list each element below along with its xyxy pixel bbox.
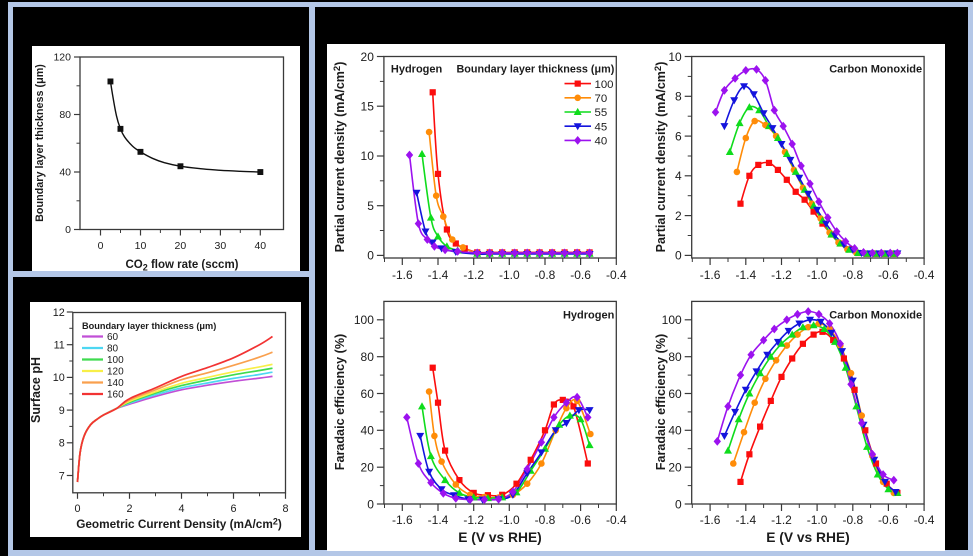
svg-text:60: 60 (668, 387, 682, 401)
svg-text:100: 100 (107, 355, 124, 366)
svg-text:-1.4: -1.4 (428, 268, 449, 282)
svg-text:160: 160 (107, 389, 124, 400)
svg-text:55: 55 (595, 107, 608, 119)
svg-text:-1.2: -1.2 (463, 268, 484, 282)
svg-text:20: 20 (361, 461, 375, 475)
svg-text:-0.6: -0.6 (570, 268, 591, 282)
svg-text:8: 8 (59, 438, 65, 450)
svg-text:0: 0 (74, 503, 80, 515)
svg-text:Partial current density (mA/cm: Partial current density (mA/cm2) (653, 62, 668, 253)
svg-text:-1.0: -1.0 (807, 268, 828, 282)
svg-text:10: 10 (135, 240, 147, 252)
svg-text:Hydrogen: Hydrogen (391, 64, 443, 76)
svg-text:Partial current density (mA/cm: Partial current density (mA/cm2) (332, 62, 347, 253)
svg-text:2: 2 (126, 503, 132, 515)
svg-text:100: 100 (595, 79, 614, 91)
svg-text:Faradaic efficiency (%): Faradaic efficiency (%) (654, 334, 668, 470)
svg-text:-1.2: -1.2 (771, 268, 792, 282)
svg-text:Faradaic efficiency (%): Faradaic efficiency (%) (333, 334, 347, 470)
svg-text:-1.0: -1.0 (499, 268, 520, 282)
svg-text:-0.6: -0.6 (878, 268, 899, 282)
svg-text:0: 0 (675, 497, 682, 511)
svg-text:-1.2: -1.2 (463, 513, 484, 527)
svg-text:8: 8 (675, 90, 682, 104)
svg-text:10: 10 (361, 149, 375, 163)
svg-text:Boundary layer thickness (μm): Boundary layer thickness (μm) (456, 64, 614, 76)
svg-text:5: 5 (367, 199, 374, 213)
svg-text:45: 45 (595, 121, 608, 133)
svg-text:Boundary layer thickness (μm): Boundary layer thickness (μm) (82, 321, 216, 331)
svg-text:-1.6: -1.6 (700, 268, 721, 282)
svg-text:8: 8 (282, 503, 288, 515)
svg-text:11: 11 (54, 340, 65, 352)
svg-text:7: 7 (59, 470, 65, 482)
svg-text:0: 0 (367, 249, 374, 263)
svg-text:Surface pH: Surface pH (30, 357, 43, 423)
svg-text:-0.4: -0.4 (606, 268, 627, 282)
svg-text:-1.0: -1.0 (499, 513, 520, 527)
svg-text:0: 0 (367, 497, 374, 511)
svg-text:-0.8: -0.8 (535, 513, 556, 527)
svg-text:-1.4: -1.4 (428, 513, 449, 527)
svg-text:80: 80 (361, 350, 375, 364)
svg-text:60: 60 (361, 387, 375, 401)
svg-text:40: 40 (668, 424, 682, 438)
svg-text:CO2 flow rate (sccm): CO2 flow rate (sccm) (125, 259, 238, 271)
svg-text:80: 80 (59, 109, 71, 121)
svg-text:30: 30 (215, 240, 227, 252)
svg-text:-1.0: -1.0 (807, 513, 828, 527)
svg-text:Carbon Monoxide: Carbon Monoxide (829, 309, 922, 321)
svg-text:-1.4: -1.4 (735, 513, 756, 527)
svg-text:-1.2: -1.2 (771, 513, 792, 527)
svg-text:Carbon Monoxide: Carbon Monoxide (829, 64, 922, 76)
svg-text:10: 10 (53, 372, 65, 384)
svg-text:-1.6: -1.6 (392, 268, 413, 282)
svg-text:4: 4 (178, 503, 184, 515)
svg-text:4: 4 (675, 169, 682, 183)
svg-text:0: 0 (65, 224, 71, 236)
svg-text:-0.8: -0.8 (842, 513, 863, 527)
svg-text:20: 20 (361, 50, 375, 64)
svg-text:6: 6 (675, 129, 682, 143)
svg-text:40: 40 (361, 424, 375, 438)
svg-text:6: 6 (230, 503, 236, 515)
svg-text:40: 40 (254, 240, 266, 252)
svg-text:40: 40 (59, 167, 71, 179)
svg-text:-1.6: -1.6 (700, 513, 721, 527)
svg-text:-0.4: -0.4 (606, 513, 627, 527)
svg-text:-0.8: -0.8 (535, 268, 556, 282)
svg-text:20: 20 (175, 240, 187, 252)
svg-text:15: 15 (361, 100, 375, 114)
svg-text:70: 70 (595, 93, 608, 105)
svg-text:9: 9 (59, 405, 65, 417)
svg-text:12: 12 (53, 307, 65, 319)
svg-text:0: 0 (675, 249, 682, 263)
svg-text:80: 80 (668, 350, 682, 364)
svg-text:100: 100 (662, 313, 682, 327)
svg-text:2: 2 (675, 209, 682, 223)
svg-text:40: 40 (595, 136, 608, 148)
svg-text:140: 140 (107, 378, 124, 389)
svg-text:-0.4: -0.4 (914, 513, 935, 527)
svg-text:60: 60 (107, 332, 119, 343)
svg-text:-0.6: -0.6 (570, 513, 591, 527)
svg-text:Hydrogen: Hydrogen (563, 309, 615, 321)
svg-text:-0.8: -0.8 (842, 268, 863, 282)
svg-text:-0.4: -0.4 (914, 268, 935, 282)
svg-text:Boundary layer thickness (μm): Boundary layer thickness (μm) (34, 64, 46, 222)
svg-text:-1.6: -1.6 (392, 513, 413, 527)
svg-text:E (V vs RHE): E (V vs RHE) (766, 530, 850, 545)
svg-text:0: 0 (98, 240, 104, 252)
svg-text:120: 120 (53, 52, 71, 64)
svg-text:120: 120 (107, 366, 124, 377)
svg-text:20: 20 (668, 461, 682, 475)
svg-text:10: 10 (668, 50, 682, 64)
svg-text:-1.4: -1.4 (735, 268, 756, 282)
svg-text:-0.6: -0.6 (878, 513, 899, 527)
svg-text:100: 100 (354, 313, 374, 327)
svg-text:Geometric Current Density (mA/: Geometric Current Density (mA/cm2) (76, 516, 282, 531)
svg-text:80: 80 (107, 343, 119, 354)
svg-text:E (V vs RHE): E (V vs RHE) (458, 530, 542, 545)
